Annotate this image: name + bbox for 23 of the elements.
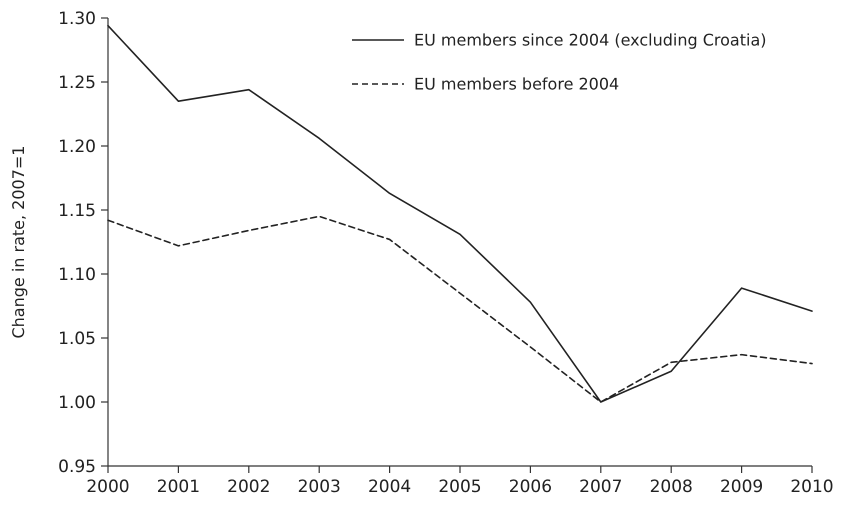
x-tick-label: 2006 [508,477,552,497]
legend-label: EU members before 2004 [414,74,620,94]
y-tick-label: 1.20 [58,136,96,157]
x-tick-label: 2003 [298,477,341,497]
y-axis-title: Change in rate, 2007=1 [9,146,28,338]
x-tick-label: 2008 [650,477,693,497]
x-tick-label: 2005 [438,477,482,497]
x-tick-label: 2002 [227,477,270,497]
y-tick-label: 1.25 [58,72,96,93]
y-tick-label: 1.10 [58,264,96,285]
y-tick-label: 1.30 [58,8,96,29]
x-tick-label: 2009 [720,477,764,497]
legend-label: EU members since 2004 (excluding Croatia) [414,30,766,50]
y-tick-label: 1.15 [58,200,96,221]
y-tick-label: 1.00 [58,392,96,413]
x-tick-label: 2004 [368,477,412,497]
x-tick-label: 2000 [86,477,130,497]
x-tick-label: 2007 [579,477,622,497]
line-series [107,24,813,403]
x-tick-label: 2010 [790,477,834,497]
y-tick-label: 1.05 [58,328,96,349]
x-tick-label: 2001 [156,477,200,497]
y-tick-label: 0.95 [58,456,96,477]
